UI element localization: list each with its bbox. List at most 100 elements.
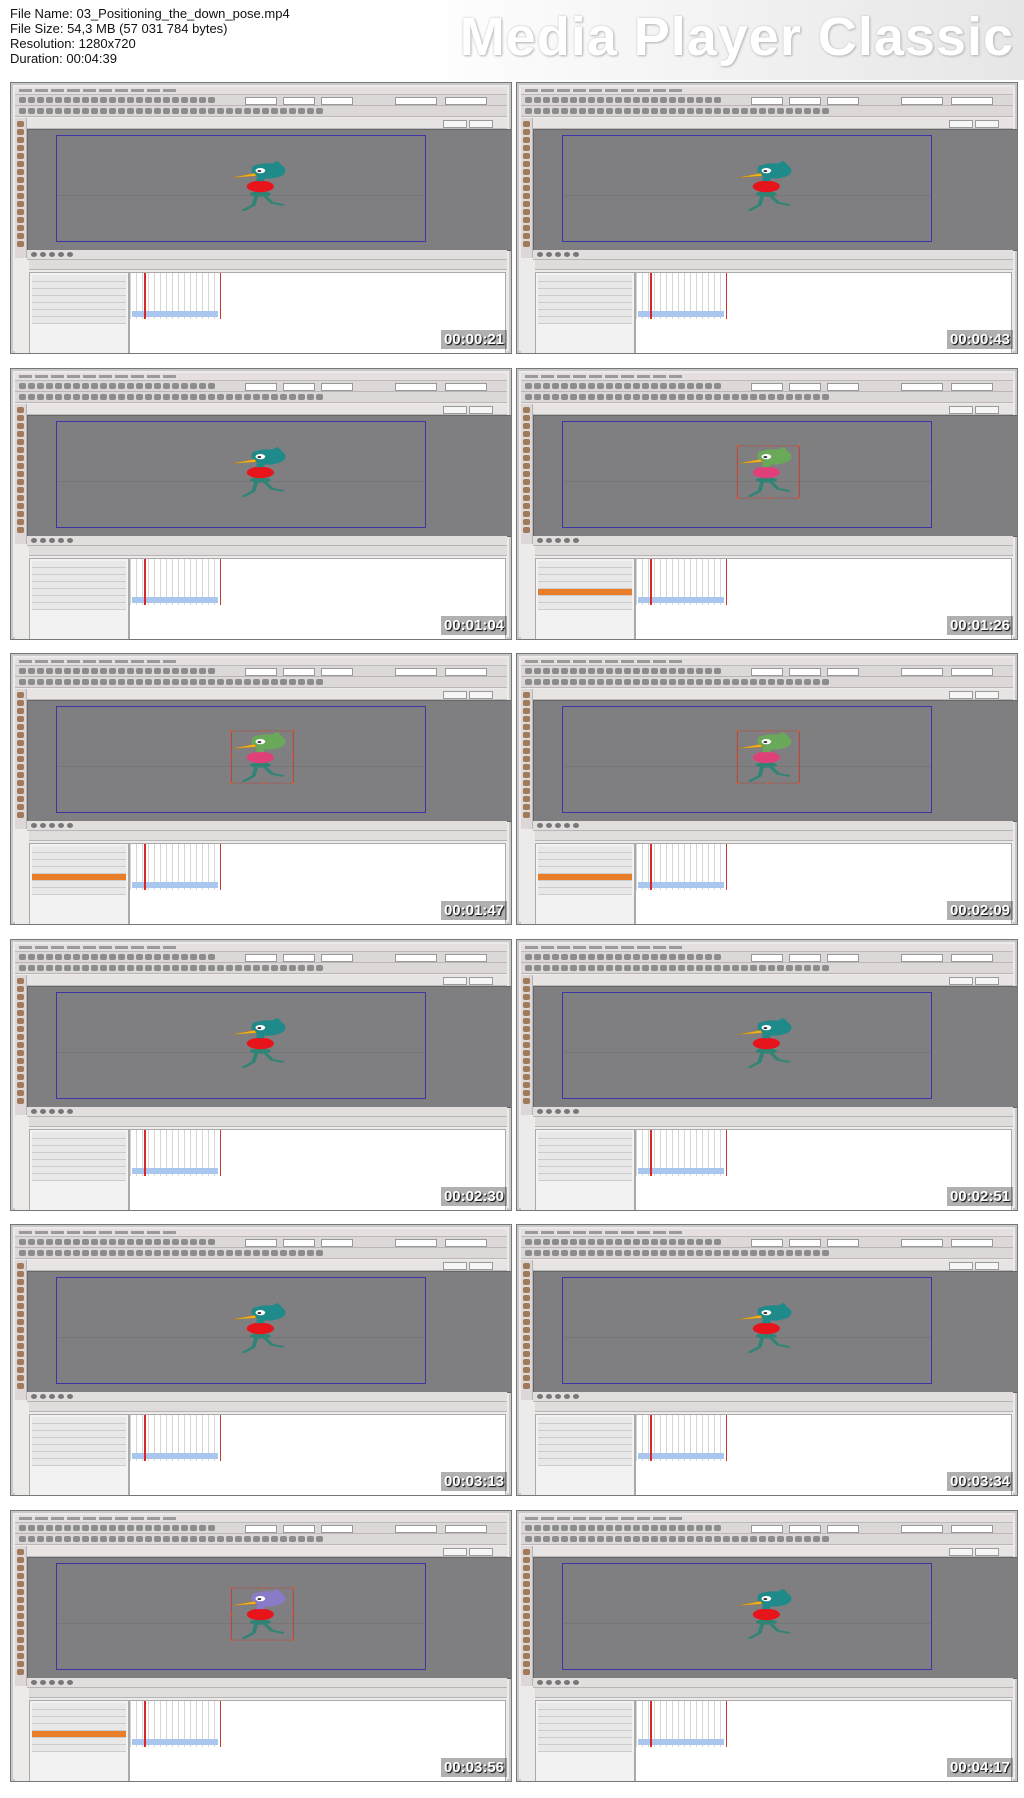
timeline-panel[interactable] bbox=[521, 260, 1013, 353]
timeline-layer-row[interactable] bbox=[32, 1452, 126, 1459]
timeline-layer-row[interactable] bbox=[32, 596, 126, 603]
video-thumbnail[interactable]: 00:02:30 bbox=[10, 939, 512, 1211]
view-tabs[interactable] bbox=[533, 975, 1013, 986]
timeline-layer-list[interactable] bbox=[29, 558, 129, 639]
timeline-layer-row[interactable] bbox=[538, 575, 632, 582]
timeline-toolbar[interactable] bbox=[535, 1117, 1013, 1127]
timeline-layer-row[interactable] bbox=[32, 1710, 126, 1717]
timeline-layer-row[interactable] bbox=[538, 853, 632, 860]
timeline-panel[interactable] bbox=[15, 1402, 507, 1495]
end-marker[interactable] bbox=[726, 844, 727, 890]
timeline-layer-row[interactable] bbox=[32, 867, 126, 874]
timeline-layer-row[interactable] bbox=[32, 1745, 126, 1752]
timeline-layer-row[interactable] bbox=[32, 860, 126, 867]
timeline-layer-row[interactable] bbox=[538, 561, 632, 568]
timeline-layer-row[interactable] bbox=[32, 1438, 126, 1445]
tab-camera[interactable] bbox=[443, 1262, 467, 1270]
view-status-bar[interactable] bbox=[27, 1392, 507, 1402]
timeline-layer-row[interactable] bbox=[538, 1710, 632, 1717]
timeline-layer-list[interactable] bbox=[535, 1129, 635, 1210]
main-toolbar[interactable] bbox=[521, 952, 1013, 963]
camera-view[interactable] bbox=[533, 986, 1017, 1108]
timeline-layer-row[interactable] bbox=[32, 589, 126, 596]
video-thumbnail[interactable]: 00:03:56 bbox=[10, 1510, 512, 1782]
character-drawing[interactable] bbox=[28, 130, 512, 250]
timeline-layer-row[interactable] bbox=[32, 1717, 126, 1724]
tools-panel[interactable] bbox=[15, 1546, 27, 1686]
character-drawing[interactable] bbox=[534, 701, 1018, 821]
timeline-panel[interactable] bbox=[521, 1402, 1013, 1495]
view-tabs[interactable] bbox=[533, 1260, 1013, 1271]
timeline-layer-row[interactable] bbox=[538, 1745, 632, 1752]
playhead[interactable] bbox=[144, 1701, 146, 1747]
view-tabs[interactable] bbox=[27, 689, 507, 700]
timeline-layer-row[interactable] bbox=[538, 1731, 632, 1738]
tab-camera[interactable] bbox=[443, 1548, 467, 1556]
view-status-bar[interactable] bbox=[533, 1392, 1013, 1402]
timeline-frames[interactable] bbox=[129, 272, 506, 353]
timeline-layer-row[interactable] bbox=[538, 1452, 632, 1459]
timeline-layer-list[interactable] bbox=[29, 843, 129, 924]
end-marker[interactable] bbox=[220, 559, 221, 605]
tab-drawing[interactable] bbox=[975, 1548, 999, 1556]
tab-drawing[interactable] bbox=[469, 120, 493, 128]
timeline-layer-row[interactable] bbox=[538, 568, 632, 575]
timeline-toolbar[interactable] bbox=[535, 260, 1013, 270]
view-status-bar[interactable] bbox=[27, 536, 507, 546]
timeline-layer-row[interactable] bbox=[32, 1153, 126, 1160]
tab-drawing[interactable] bbox=[975, 120, 999, 128]
timeline-layer-list[interactable] bbox=[535, 272, 635, 353]
tools-panel[interactable] bbox=[521, 404, 533, 544]
timeline-frames[interactable] bbox=[635, 272, 1012, 353]
tab-camera[interactable] bbox=[443, 691, 467, 699]
tools-panel[interactable] bbox=[15, 118, 27, 258]
timeline-layer-row[interactable] bbox=[32, 853, 126, 860]
end-marker[interactable] bbox=[726, 273, 727, 319]
tab-drawing[interactable] bbox=[975, 406, 999, 414]
tab-camera[interactable] bbox=[443, 406, 467, 414]
video-thumbnail[interactable]: 00:02:09 bbox=[516, 653, 1018, 925]
timeline-layer-row[interactable] bbox=[538, 1445, 632, 1452]
timeline-layer-row[interactable] bbox=[32, 561, 126, 568]
timeline-layer-row[interactable] bbox=[32, 1738, 126, 1745]
playhead[interactable] bbox=[650, 844, 652, 890]
timeline-layer-row[interactable] bbox=[32, 575, 126, 582]
playhead[interactable] bbox=[650, 1415, 652, 1461]
character-drawing[interactable] bbox=[28, 987, 512, 1107]
playhead[interactable] bbox=[650, 559, 652, 605]
timeline-layer-row[interactable] bbox=[32, 1146, 126, 1153]
timeline-layer-list[interactable] bbox=[29, 272, 129, 353]
timeline-layer-row[interactable] bbox=[32, 888, 126, 895]
tools-panel[interactable] bbox=[521, 975, 533, 1115]
timeline-toolbar[interactable] bbox=[29, 1402, 507, 1412]
timeline-panel[interactable] bbox=[15, 831, 507, 924]
view-tabs[interactable] bbox=[27, 1260, 507, 1271]
timeline-layer-list[interactable] bbox=[29, 1414, 129, 1495]
end-marker[interactable] bbox=[726, 1130, 727, 1176]
view-tabs[interactable] bbox=[27, 118, 507, 129]
timeline-layer-row[interactable] bbox=[32, 1167, 126, 1174]
menu-bar[interactable] bbox=[521, 1229, 1013, 1237]
tool-options-bar[interactable] bbox=[15, 392, 507, 403]
timeline-layer-list[interactable] bbox=[535, 1414, 635, 1495]
timeline-frames[interactable] bbox=[129, 1700, 506, 1781]
timeline-layer-row[interactable] bbox=[32, 582, 126, 589]
video-thumbnail[interactable]: 00:00:21 bbox=[10, 82, 512, 354]
timeline-layer-row[interactable] bbox=[538, 881, 632, 888]
main-toolbar[interactable] bbox=[15, 1523, 507, 1534]
timeline-layer-row[interactable] bbox=[538, 888, 632, 895]
playhead[interactable] bbox=[650, 1701, 652, 1747]
timeline-layer-row[interactable] bbox=[32, 881, 126, 888]
main-toolbar[interactable] bbox=[15, 95, 507, 106]
timeline-layer-row[interactable] bbox=[32, 1160, 126, 1167]
timeline-layer-row[interactable] bbox=[32, 1424, 126, 1431]
view-tabs[interactable] bbox=[27, 404, 507, 415]
tab-drawing[interactable] bbox=[469, 1262, 493, 1270]
timeline-layer-row[interactable] bbox=[538, 317, 632, 324]
tools-panel[interactable] bbox=[15, 689, 27, 829]
tab-camera[interactable] bbox=[949, 977, 973, 985]
tab-drawing[interactable] bbox=[469, 406, 493, 414]
tool-options-bar[interactable] bbox=[15, 963, 507, 974]
timeline-layer-row[interactable] bbox=[32, 275, 126, 282]
timeline-layer-row[interactable] bbox=[538, 303, 632, 310]
